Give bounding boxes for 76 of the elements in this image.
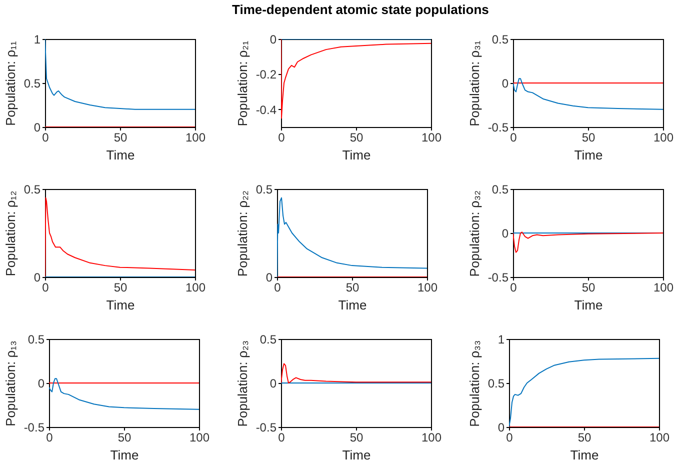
- y-tick-label: 0.5: [492, 32, 509, 46]
- x-tick-label: 100: [653, 280, 674, 294]
- x-tick-label: 100: [421, 430, 442, 444]
- line-series: [45, 197, 195, 277]
- x-tick-label: 50: [350, 430, 364, 444]
- line-series: [513, 78, 663, 110]
- y-tick-label: 0.5: [24, 182, 41, 196]
- chart-title: Time-dependent atomic state populations: [232, 2, 489, 17]
- y-tick-label: -0.5: [488, 270, 509, 284]
- y-tick-label: 1: [34, 32, 41, 46]
- x-tick-label: 50: [350, 130, 364, 144]
- x-tick-label: 50: [578, 430, 592, 444]
- line-series: [281, 39, 431, 119]
- x-axis-title: Time: [574, 298, 603, 312]
- y-tick-label: 0: [498, 420, 505, 434]
- y-tick-label: -0.2: [256, 68, 277, 82]
- y-tick-label: 0: [502, 76, 509, 90]
- y-tick-label: 0: [34, 120, 41, 134]
- x-tick-label: 50: [346, 280, 360, 294]
- y-tick-label: -0.5: [488, 120, 509, 134]
- y-axis-title: Population: ρ₂₃: [234, 340, 250, 427]
- y-axis-title: Population: ρ₁₁: [2, 40, 18, 126]
- line-series: [513, 232, 663, 253]
- y-tick-label: 0: [38, 376, 45, 390]
- y-tick-label: 0: [34, 270, 41, 284]
- x-tick-label: 100: [653, 130, 674, 144]
- y-axis-title: Population: ρ₃₃: [466, 340, 482, 427]
- y-tick-label: 0.5: [260, 332, 277, 346]
- y-tick-label: 0.5: [492, 182, 509, 196]
- y-axis-title: Population: ρ₁₂: [2, 190, 18, 276]
- y-tick-label: -0.4: [256, 102, 277, 117]
- x-tick-label: 100: [421, 130, 442, 144]
- x-tick-label: 100: [185, 280, 206, 294]
- x-tick-label: 0: [278, 430, 286, 444]
- x-tick-label: 0: [278, 130, 286, 144]
- x-tick-label: 50: [118, 430, 132, 444]
- y-tick-label: 0: [270, 376, 277, 390]
- y-tick-label: 0: [270, 32, 277, 46]
- line-series: [277, 197, 427, 277]
- y-tick-label: 0.5: [28, 332, 45, 346]
- x-axis-title: Time: [106, 148, 135, 162]
- x-tick-label: 100: [185, 130, 206, 144]
- line-series: [509, 358, 659, 427]
- x-tick-label: 100: [649, 430, 670, 444]
- y-tick-label: 0.5: [488, 376, 505, 390]
- x-tick-label: 50: [582, 130, 596, 144]
- y-tick-label: 0.5: [24, 76, 41, 90]
- line-series: [281, 363, 431, 384]
- line-series: [45, 39, 195, 110]
- x-axis-title: Time: [106, 298, 135, 312]
- x-tick-label: 50: [114, 130, 128, 144]
- y-tick-label: -0.5: [256, 420, 277, 434]
- x-axis-title: Time: [110, 448, 139, 462]
- y-axis-title: Population: ρ₂₁: [234, 40, 250, 126]
- y-tick-label: 0: [266, 270, 273, 284]
- x-axis-title: Time: [342, 148, 371, 162]
- y-axis-title: Population: ρ₂₂: [234, 190, 250, 277]
- x-axis-title: Time: [570, 448, 599, 462]
- y-tick-label: 0.5: [256, 182, 273, 196]
- y-tick-label: -0.5: [24, 420, 45, 434]
- y-axis-title: Population: ρ₁₃: [2, 340, 18, 426]
- y-tick-label: 1: [498, 332, 505, 346]
- x-tick-label: 50: [582, 280, 596, 294]
- x-axis-title: Time: [342, 448, 371, 462]
- x-tick-label: 0: [510, 130, 518, 144]
- x-tick-label: 100: [189, 430, 210, 444]
- x-tick-label: 0: [510, 280, 518, 294]
- y-axis-title: Population: ρ₃₁: [466, 40, 482, 126]
- y-tick-label: 0: [502, 226, 509, 240]
- x-tick-label: 0: [46, 430, 54, 444]
- y-axis-title: Population: ρ₃₂: [466, 190, 482, 277]
- x-tick-label: 100: [417, 280, 438, 294]
- line-series: [49, 378, 199, 410]
- x-axis-title: Time: [574, 148, 603, 162]
- x-tick-label: 50: [114, 280, 128, 294]
- x-axis-title: Time: [338, 298, 367, 312]
